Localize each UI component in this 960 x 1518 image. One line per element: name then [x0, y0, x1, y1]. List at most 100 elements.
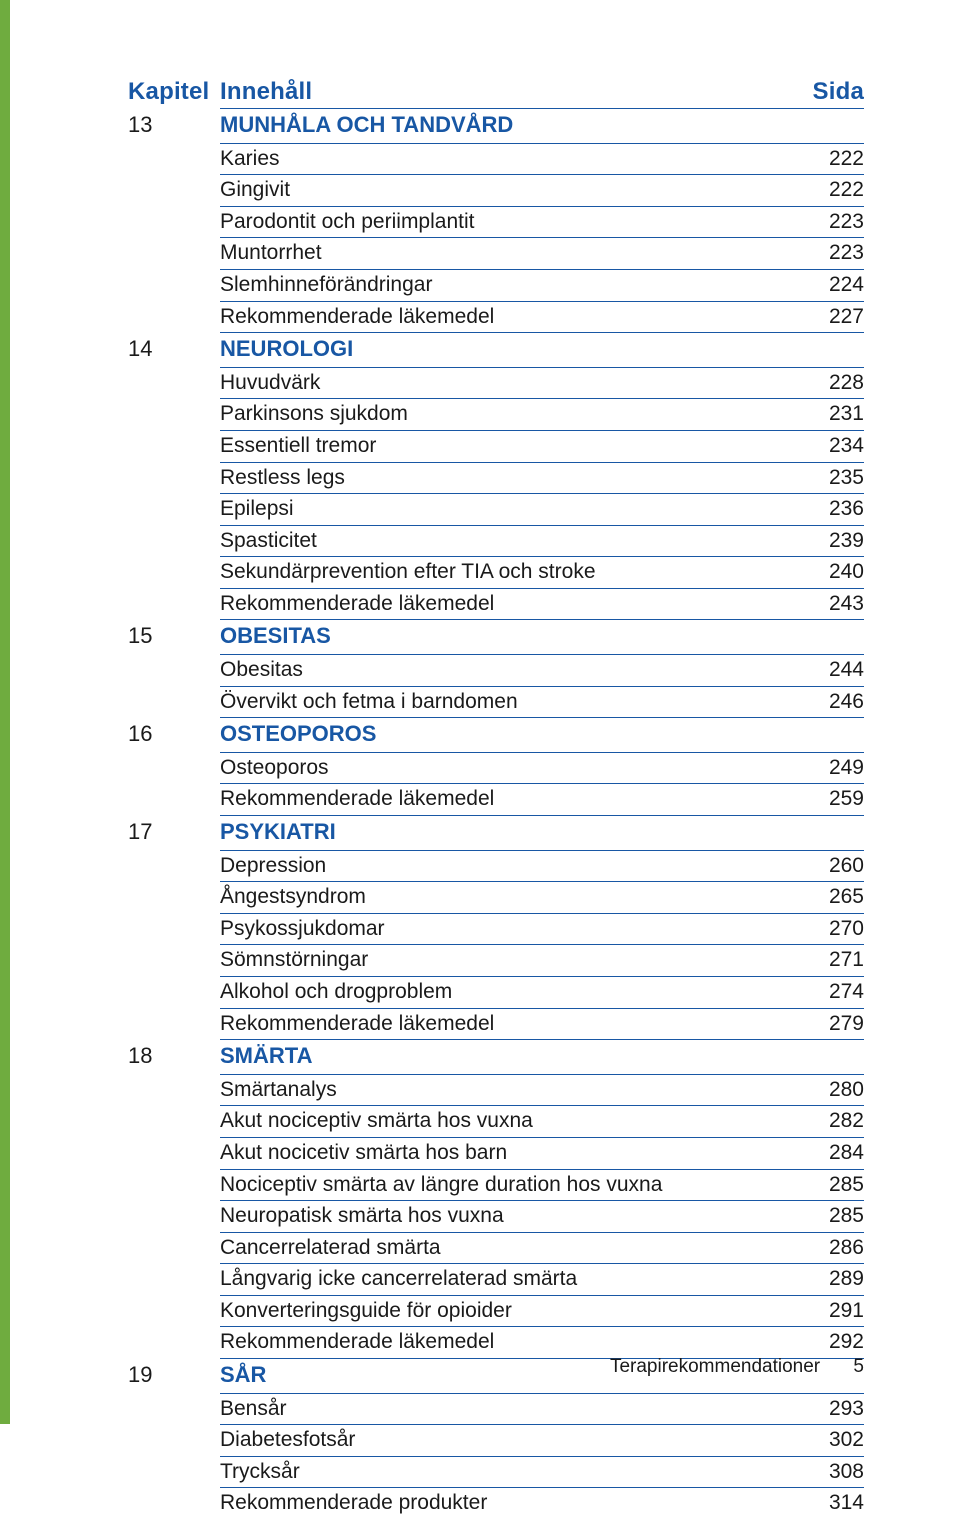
- toc-item-row: Neuropatisk smärta hos vuxna285: [128, 1202, 864, 1231]
- toc-item-label: Muntorrhet: [220, 239, 794, 268]
- toc-item-label: Obesitas: [220, 656, 794, 685]
- row-indent: [128, 1426, 220, 1455]
- toc-item-row: Depression260: [128, 852, 864, 881]
- toc-body: 13MUNHÅLA OCH TANDVÅRDKaries222Gingivit2…: [128, 108, 864, 1518]
- toc-item-row: Huvudvärk228: [128, 369, 864, 398]
- toc-item-row: Obesitas244: [128, 656, 864, 685]
- section-number: 19: [128, 1360, 220, 1391]
- section-divider: [220, 1039, 864, 1040]
- row-indent: [128, 558, 220, 587]
- toc-item-label: Slemhinneförändringar: [220, 271, 794, 300]
- section-number: 14: [128, 334, 220, 365]
- toc-item-label: Neuropatisk smärta hos vuxna: [220, 1202, 794, 1231]
- toc-item-page: 227: [794, 303, 864, 332]
- item-divider: [220, 588, 864, 589]
- row-indent: [128, 754, 220, 783]
- toc-item-page: 246: [794, 688, 864, 717]
- row-indent: [128, 527, 220, 556]
- toc-item-row: Spasticitet239: [128, 527, 864, 556]
- toc-item-page: 285: [794, 1171, 864, 1200]
- toc-item-row: Gingivit222: [128, 176, 864, 205]
- toc-item-row: Restless legs235: [128, 464, 864, 493]
- row-indent: [128, 852, 220, 881]
- toc-item-label: Övervikt och fetma i barndomen: [220, 688, 794, 717]
- row-indent: [128, 1010, 220, 1039]
- row-indent: [128, 785, 220, 814]
- row-indent: [128, 400, 220, 429]
- section-title: PSYKIATRI: [220, 817, 864, 849]
- toc-item-label: Rekommenderade produkter: [220, 1489, 794, 1518]
- toc-item-row: Sekundärprevention efter TIA och stroke2…: [128, 558, 864, 587]
- row-indent: [128, 656, 220, 685]
- toc-item-page: 228: [794, 369, 864, 398]
- row-indent: [128, 1458, 220, 1487]
- row-indent: [128, 1265, 220, 1294]
- row-indent: [128, 369, 220, 398]
- toc-item-label: Trycksår: [220, 1458, 794, 1487]
- toc-item-label: Spasticitet: [220, 527, 794, 556]
- toc-item-label: Karies: [220, 145, 794, 174]
- item-divider: [220, 1137, 864, 1138]
- toc-item-label: Rekommenderade läkemedel: [220, 1328, 794, 1357]
- toc-item-row: Karies222: [128, 145, 864, 174]
- toc-item-page: 223: [794, 239, 864, 268]
- row-indent: [128, 432, 220, 461]
- row-indent: [128, 590, 220, 619]
- item-divider: [220, 1105, 864, 1106]
- toc-item-label: Långvarig icke cancerrelaterad smärta: [220, 1265, 794, 1294]
- row-indent: [128, 1297, 220, 1326]
- section-divider: [220, 332, 864, 333]
- toc-item-page: 239: [794, 527, 864, 556]
- section-divider: [220, 717, 864, 718]
- section-title: SMÄRTA: [220, 1041, 864, 1073]
- section-divider: [220, 143, 864, 144]
- toc-item-row: Rekommenderade läkemedel292: [128, 1328, 864, 1357]
- section-divider: [220, 108, 864, 109]
- toc-item-row: Trycksår308: [128, 1458, 864, 1487]
- header-chapter: Kapitel: [128, 78, 220, 106]
- row-indent: [128, 239, 220, 268]
- toc-item-row: Rekommenderade produkter314: [128, 1489, 864, 1518]
- item-divider: [220, 913, 864, 914]
- row-indent: [128, 303, 220, 332]
- header-content: Innehåll: [220, 78, 794, 106]
- toc-item-label: Bensår: [220, 1395, 794, 1424]
- toc-item-label: Akut nocicetiv smärta hos barn: [220, 1139, 794, 1168]
- item-divider: [220, 462, 864, 463]
- toc-item-label: Rekommenderade läkemedel: [220, 1010, 794, 1039]
- toc-item-page: 235: [794, 464, 864, 493]
- row-indent: [128, 978, 220, 1007]
- toc-item-row: Rekommenderade läkemedel227: [128, 303, 864, 332]
- toc-item-row: Osteoporos249: [128, 754, 864, 783]
- toc-item-row: Långvarig icke cancerrelaterad smärta289: [128, 1265, 864, 1294]
- item-divider: [220, 174, 864, 175]
- toc-item-page: 270: [794, 915, 864, 944]
- section-number: 17: [128, 817, 220, 848]
- toc-item-row: Rekommenderade läkemedel259: [128, 785, 864, 814]
- toc-item-page: 292: [794, 1328, 864, 1357]
- row-indent: [128, 176, 220, 205]
- section-title: NEUROLOGI: [220, 334, 864, 366]
- toc-item-page: 314: [794, 1489, 864, 1518]
- toc-item-row: Sömnstörningar271: [128, 946, 864, 975]
- item-divider: [220, 1295, 864, 1296]
- toc-item-label: Alkohol och drogproblem: [220, 978, 794, 1007]
- toc-item-page: 265: [794, 883, 864, 912]
- toc-item-page: 302: [794, 1426, 864, 1455]
- left-accent-bar: [0, 0, 10, 1424]
- section-title: MUNHÅLA OCH TANDVÅRD: [220, 110, 864, 142]
- toc-item-label: Rekommenderade läkemedel: [220, 590, 794, 619]
- toc-item-page: 240: [794, 558, 864, 587]
- toc-item-row: Essentiell tremor234: [128, 432, 864, 461]
- toc-item-label: Rekommenderade läkemedel: [220, 303, 794, 332]
- footer-page-num: 5: [853, 1356, 864, 1377]
- toc-item-row: Rekommenderade läkemedel243: [128, 590, 864, 619]
- item-divider: [220, 301, 864, 302]
- toc-item-row: Alkohol och drogproblem274: [128, 978, 864, 1007]
- row-indent: [128, 1139, 220, 1168]
- item-divider: [220, 269, 864, 270]
- toc-header-row: Kapitel Innehåll Sida: [128, 78, 864, 106]
- toc-item-page: 249: [794, 754, 864, 783]
- section-number: 18: [128, 1041, 220, 1072]
- header-page: Sida: [794, 78, 864, 106]
